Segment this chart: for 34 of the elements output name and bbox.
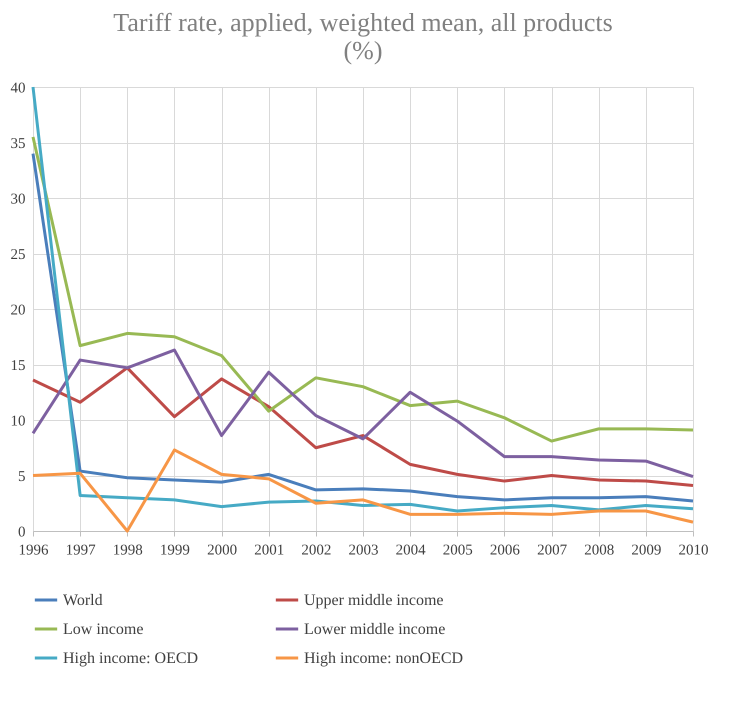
chart-title: Tariff rate, applied, weighted mean, all products (%) — [113, 8, 613, 65]
y-tick-label: 25 — [10, 247, 26, 263]
line-series — [32, 366, 694, 487]
x-tick-label: 1998 — [112, 542, 143, 558]
x-tick-label: 2000 — [207, 542, 238, 558]
legend-label: Upper middle income — [304, 592, 444, 609]
x-tick-label: 2009 — [631, 542, 662, 558]
line-series — [32, 348, 694, 478]
y-tick-label: 35 — [10, 136, 26, 152]
x-tick-label: 2005 — [442, 542, 473, 558]
y-tick-label: 20 — [10, 302, 26, 318]
x-tick-label: 2003 — [348, 542, 378, 558]
x-tick-label: 1999 — [160, 542, 190, 558]
x-tick-label: 2004 — [396, 542, 426, 558]
x-tick-label: 2002 — [301, 542, 332, 558]
legend-label: Lower middle income — [304, 621, 446, 638]
legend-label: Low income — [63, 621, 144, 638]
x-tick-label: 2010 — [678, 542, 708, 558]
line-series — [32, 135, 694, 443]
x-tick-label: 2006 — [490, 542, 520, 558]
legend-label: High income: nonOECD — [304, 650, 464, 667]
legend-label: World — [63, 592, 103, 609]
x-tick-label: 1996 — [18, 542, 49, 558]
y-tick-label: 5 — [18, 469, 26, 485]
y-tick-label: 0 — [18, 524, 26, 540]
x-tick-label: 2008 — [584, 542, 614, 558]
y-tick-label: 15 — [10, 358, 26, 374]
x-tick-label: 1997 — [66, 542, 96, 558]
y-tick-label: 10 — [10, 414, 26, 430]
x-tick-label: 2001 — [254, 542, 284, 558]
y-tick-label: 30 — [10, 192, 26, 208]
y-tick-label: 40 — [10, 80, 26, 96]
x-tick-label: 2007 — [537, 542, 568, 558]
legend-label: High income: OECD — [63, 650, 198, 667]
